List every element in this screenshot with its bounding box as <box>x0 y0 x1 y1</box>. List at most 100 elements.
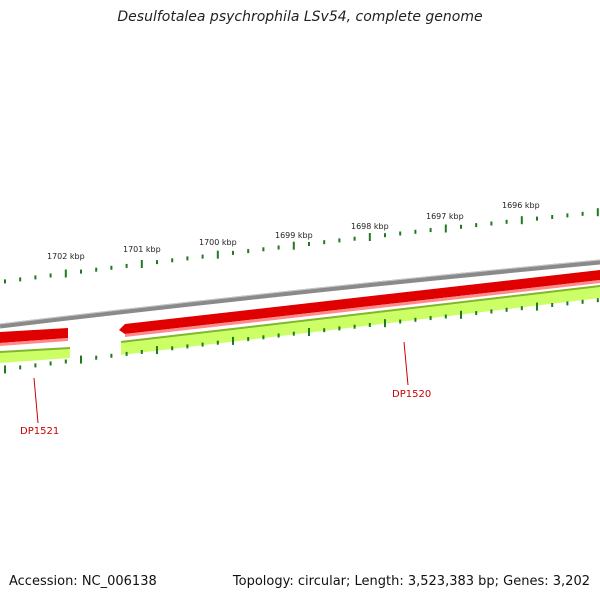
lower-scale-minor-tick <box>399 319 402 324</box>
upper-scale-minor-tick <box>566 213 569 218</box>
upper-scale-minor-tick <box>399 231 402 236</box>
lower-scale-minor-tick <box>49 361 52 366</box>
upper-scale-minor-tick <box>4 279 6 284</box>
lower-scale-major-tick <box>80 355 82 364</box>
lower-scale-minor-tick <box>520 306 523 311</box>
tick-label-1700: 1700 kbp <box>199 238 237 247</box>
lower-scale-major-tick <box>232 336 234 345</box>
feature-arrow-dp1520[interactable] <box>119 270 600 334</box>
lower-scale-minor-tick <box>64 359 67 364</box>
upper-scale-minor-tick <box>34 275 37 280</box>
lower-scale-minor-tick <box>171 346 174 351</box>
backbone-ring <box>0 259 600 329</box>
lower-scale-major-tick <box>156 346 158 355</box>
lower-scale-major-tick <box>384 319 386 328</box>
lower-scale-minor-tick <box>414 317 417 322</box>
upper-scale-minor-tick <box>232 250 234 255</box>
track-segment-right-edge <box>120 285 600 343</box>
tick-label-1698: 1698 kbp <box>351 222 389 231</box>
upper-scale-major-tick <box>64 269 67 278</box>
lower-scale-minor-tick <box>505 307 508 312</box>
tick-label-1701: 1701 kbp <box>123 245 161 254</box>
accession-text: Accession: NC_006138 <box>9 574 157 589</box>
upper-scale-minor-tick <box>156 260 158 265</box>
lower-scale-major-tick <box>460 310 462 319</box>
feature-arrow-dp1521-shade <box>0 338 68 346</box>
upper-scale-minor-tick <box>338 238 341 243</box>
lower-scale-minor-tick <box>19 365 22 370</box>
lower-scale-minor-tick <box>353 324 356 329</box>
lower-scale-minor-tick <box>262 335 265 340</box>
upper-scale-minor-tick <box>384 233 386 238</box>
upper-scale-minor-tick <box>19 277 22 282</box>
lower-scale-minor-tick <box>277 333 280 338</box>
upper-scale-major-tick <box>216 250 219 259</box>
gene-label-dp1521[interactable]: DP1521 <box>20 426 59 437</box>
lower-scale-minor-tick <box>110 353 113 358</box>
upper-scale-minor-tick <box>460 224 462 229</box>
upper-scale-minor-tick <box>186 256 189 261</box>
upper-scale-minor-tick <box>80 269 82 274</box>
upper-scale-minor-tick <box>581 211 584 216</box>
upper-scale-major-tick <box>292 241 295 250</box>
upper-scale-minor-tick <box>49 273 52 278</box>
upper-scale-minor-tick <box>110 265 113 270</box>
upper-scale-major-tick <box>444 224 447 233</box>
lower-scale-minor-tick <box>125 351 128 356</box>
gene-leader-dp1520 <box>403 341 409 386</box>
lower-scale-major-tick <box>308 328 310 336</box>
lower-scale-minor-tick <box>368 323 371 327</box>
upper-scale-minor-tick <box>429 228 432 233</box>
tick-label-1696: 1696 kbp <box>502 201 540 210</box>
lower-scale-minor-tick <box>444 314 447 319</box>
track-segment-right <box>121 286 600 355</box>
feature-arrow-dp1520-shade <box>125 280 600 337</box>
upper-scale-minor-tick <box>125 263 128 268</box>
upper-scale-minor-tick <box>277 245 280 250</box>
upper-scale-ticks <box>4 208 599 284</box>
lower-scale-minor-tick <box>323 328 326 333</box>
upper-scale-major-tick <box>368 233 371 241</box>
lower-scale-minor-tick <box>581 299 584 304</box>
upper-scale-minor-tick <box>353 236 356 241</box>
lower-scale-minor-tick <box>338 326 341 331</box>
lower-scale-minor-tick <box>429 316 432 321</box>
lower-scale-minor-tick <box>596 298 599 303</box>
map-title: Desulfotalea psychrophila LSv54, complet… <box>117 9 483 25</box>
lower-scale-minor-tick <box>566 301 569 306</box>
upper-scale-minor-tick <box>490 221 493 226</box>
lower-scale-minor-tick <box>186 344 189 349</box>
upper-scale-major-tick <box>140 260 143 268</box>
tick-label-1697: 1697 kbp <box>426 212 464 221</box>
upper-scale-minor-tick <box>247 249 250 254</box>
track-segment-left-edge <box>0 347 71 353</box>
upper-scale-minor-tick <box>551 215 554 219</box>
upper-scale-major-tick <box>596 208 599 217</box>
upper-scale-minor-tick <box>323 240 326 245</box>
lower-scale-ticks <box>4 298 599 374</box>
lower-scale-minor-tick <box>490 309 493 314</box>
gene-label-dp1520[interactable]: DP1520 <box>392 389 431 400</box>
lower-scale-minor-tick <box>292 331 295 336</box>
upper-scale-minor-tick <box>171 258 174 263</box>
genome-summary-text: Topology: circular; Length: 3,523,383 bp… <box>232 574 590 589</box>
tick-label-1699: 1699 kbp <box>275 231 313 240</box>
lower-scale-minor-tick <box>201 342 204 347</box>
gene-leader-dp1521 <box>33 377 39 424</box>
lower-scale-major-tick <box>536 302 538 311</box>
lower-scale-minor-tick <box>34 363 37 368</box>
backbone-ring-highlight <box>0 259 600 325</box>
upper-scale-major-tick <box>520 216 523 225</box>
upper-scale-minor-tick <box>536 216 538 221</box>
upper-scale-minor-tick <box>475 223 478 228</box>
lower-scale-minor-tick <box>140 350 143 354</box>
lower-scale-minor-tick <box>475 311 478 316</box>
upper-scale-minor-tick <box>95 267 98 272</box>
upper-scale-minor-tick <box>262 247 265 252</box>
lower-scale-major-tick <box>4 365 6 374</box>
lower-scale-minor-tick <box>551 303 554 307</box>
upper-scale-minor-tick <box>308 242 310 246</box>
lower-scale-minor-tick <box>216 340 219 345</box>
upper-scale-minor-tick <box>414 229 417 234</box>
